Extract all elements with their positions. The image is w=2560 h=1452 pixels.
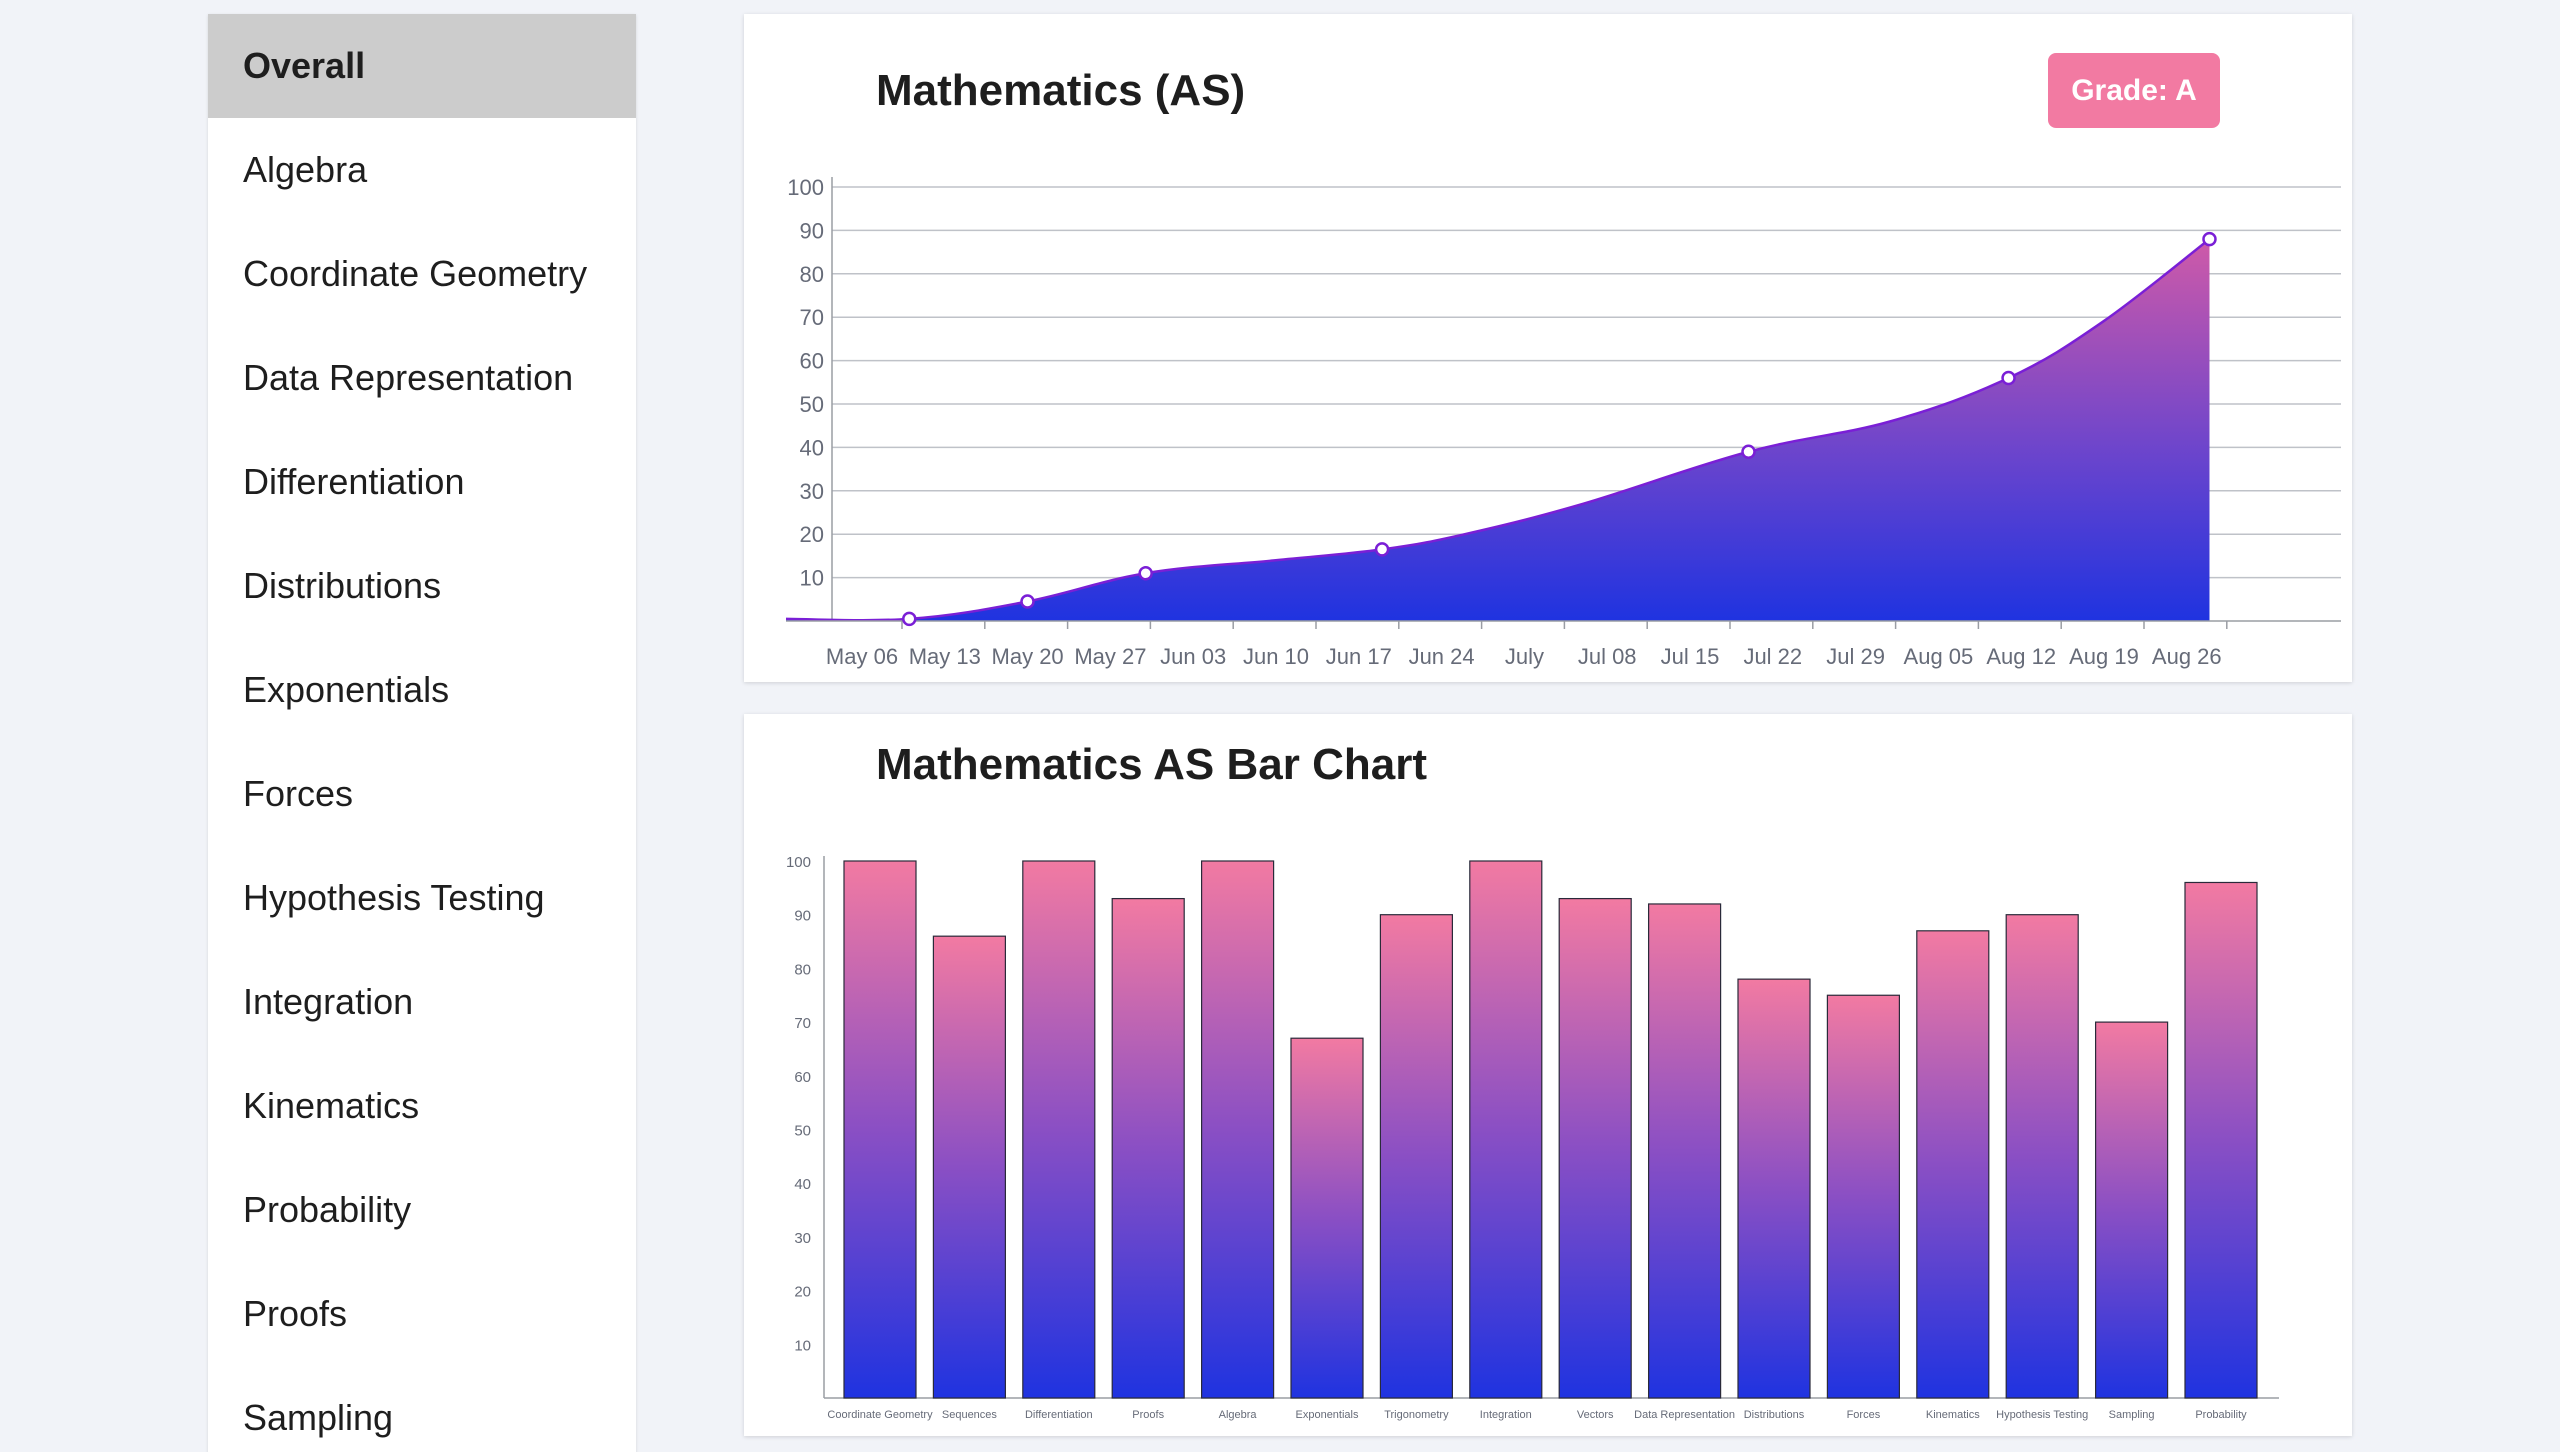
data-point[interactable] <box>2202 231 2217 247</box>
x-tick-label: Aug 12 <box>1986 644 2056 669</box>
y-tick-label: 80 <box>794 961 811 978</box>
x-tick-label: Sampling <box>2109 1409 2155 1421</box>
y-tick-label: 60 <box>794 1069 811 1086</box>
bar[interactable] <box>1826 994 1901 1399</box>
x-tick-label: Distributions <box>1744 1409 1805 1421</box>
y-tick-label: 40 <box>794 1176 811 1193</box>
bar[interactable] <box>1290 1037 1364 1399</box>
sidebar-item-hypothesis-testing[interactable]: Hypothesis Testing <box>243 877 545 918</box>
bar-chart-title: Mathematics AS Bar Chart <box>876 740 1427 789</box>
sidebar-item-coordinate-geometry[interactable]: Coordinate Geometry <box>243 253 588 294</box>
y-tick-label: 80 <box>800 262 824 287</box>
x-tick-label: Differentiation <box>1025 1409 1093 1421</box>
y-tick-label: 100 <box>787 175 824 200</box>
sidebar-item-algebra[interactable]: Algebra <box>243 149 368 190</box>
sidebar-item-differentiation[interactable]: Differentiation <box>243 461 465 502</box>
x-tick-label: Trigonometry <box>1384 1409 1449 1421</box>
x-tick-label: Jun 17 <box>1326 644 1392 669</box>
x-tick-label: Forces <box>1847 1409 1881 1421</box>
bar[interactable] <box>1469 860 1543 1399</box>
bar[interactable] <box>1022 860 1096 1399</box>
y-tick-label: 60 <box>800 349 824 374</box>
x-tick-label: Jun 10 <box>1243 644 1309 669</box>
bar[interactable] <box>843 860 917 1399</box>
data-point[interactable] <box>1138 566 1153 581</box>
bar[interactable] <box>1201 860 1275 1399</box>
sidebar-item-sampling[interactable]: Sampling <box>243 1397 394 1438</box>
sidebar-item-distributions[interactable]: Distributions <box>243 565 442 606</box>
x-tick-label: May 20 <box>992 644 1064 669</box>
x-tick-label: Jul 08 <box>1578 644 1637 669</box>
bar[interactable] <box>1379 914 1454 1399</box>
data-point[interactable] <box>1374 542 1390 557</box>
line-chart-card: Mathematics (AS) Grade: A 10 20 30 40 50 60 70… <box>744 14 2352 682</box>
line-chart: 10 20 30 40 50 60 70 80 90 100 May 06 May 13 May 20 M… <box>785 175 2341 669</box>
sidebar-item-forces[interactable]: Forces <box>243 773 354 814</box>
x-tick-label: Jun 03 <box>1160 644 1226 669</box>
grade-badge[interactable]: Grade: A <box>2048 53 2220 128</box>
x-tick-label: Coordinate Geometry <box>827 1409 933 1421</box>
sidebar-item-integration[interactable]: Integration <box>243 981 414 1022</box>
y-tick-label: 20 <box>794 1284 811 1301</box>
x-tick-label: May 13 <box>909 644 981 669</box>
bar[interactable] <box>2005 914 2079 1399</box>
y-tick-label: 10 <box>800 566 824 591</box>
sidebar-item-probability[interactable]: Probability <box>243 1189 412 1230</box>
y-tick-label: 40 <box>800 435 824 460</box>
x-tick-label: Aug 19 <box>2069 644 2139 669</box>
x-tick-label: Kinematics <box>1926 1409 1980 1421</box>
x-tick-label: Data Representation <box>1634 1409 1735 1421</box>
data-point[interactable] <box>1741 444 1756 459</box>
data-point[interactable] <box>902 611 917 627</box>
bar[interactable] <box>932 935 1006 1399</box>
x-tick-label: Jul 29 <box>1826 644 1885 669</box>
area-fill <box>786 239 2210 621</box>
sidebar-item-exponentials[interactable]: Exponentials <box>243 669 450 710</box>
sidebar-item-kinematics[interactable]: Kinematics <box>243 1085 420 1126</box>
sidebar: Overall Algebra Coordinate Geometry Data Re… <box>208 14 636 1452</box>
x-tick-label: Probability <box>2195 1409 2247 1421</box>
y-tick-label: 100 <box>786 854 811 871</box>
sidebar-item-proofs[interactable]: Proofs <box>243 1293 348 1334</box>
y-tick-label: 50 <box>800 392 824 417</box>
bar[interactable] <box>2184 881 2258 1399</box>
sidebar-item-data-representation[interactable]: Data Representation <box>243 357 574 398</box>
bar[interactable] <box>1558 897 1632 1399</box>
bar[interactable] <box>2094 1021 2169 1399</box>
y-tick-label: 10 <box>794 1337 811 1354</box>
bar[interactable] <box>1647 903 1722 1399</box>
bar[interactable] <box>1737 978 1811 1399</box>
line-chart-title: Mathematics (AS) <box>876 66 1246 115</box>
x-tick-label: Proofs <box>1132 1409 1164 1421</box>
x-tick-label: May 06 <box>826 644 898 669</box>
y-tick-label: 90 <box>800 218 824 243</box>
x-tick-label: Algebra <box>1219 1409 1258 1421</box>
bar[interactable] <box>1111 897 1185 1399</box>
y-tick-label: 30 <box>800 479 824 504</box>
x-tick-label: Aug 05 <box>1904 644 1974 669</box>
x-tick-label: Hypothesis Testing <box>1996 1409 2088 1421</box>
x-tick-label: Jul 22 <box>1743 644 1802 669</box>
sidebar-item-overall[interactable]: Overall <box>208 14 636 118</box>
y-tick-label: 90 <box>794 908 811 925</box>
y-tick-label: 30 <box>794 1230 811 1247</box>
bar-chart: 10 20 30 40 50 60 70 80 90 100 Coordinate Geometry… <box>786 854 2279 1421</box>
x-tick-label: Jun 24 <box>1409 644 1475 669</box>
y-tick-label: 70 <box>800 305 824 330</box>
x-tick-label: Exponentials <box>1296 1409 1359 1421</box>
x-tick-label: Jul 15 <box>1661 644 1720 669</box>
x-tick-label: Sequences <box>942 1409 998 1421</box>
data-point[interactable] <box>2001 370 2016 386</box>
y-tick-label: 50 <box>794 1123 811 1140</box>
x-tick-label: Integration <box>1480 1409 1532 1421</box>
bar[interactable] <box>1916 930 1990 1399</box>
x-tick-label: May 27 <box>1074 644 1146 669</box>
y-tick-label: 70 <box>794 1015 811 1032</box>
y-tick-label: 20 <box>800 522 824 547</box>
data-point[interactable] <box>1020 594 1035 609</box>
x-tick-label: Vectors <box>1577 1409 1614 1421</box>
bar-chart-card: Mathematics AS Bar Chart 10 20 30 40 50 60 70 8… <box>744 714 2352 1436</box>
x-tick-label: July <box>1505 644 1544 669</box>
x-tick-label: Aug 26 <box>2152 644 2222 669</box>
